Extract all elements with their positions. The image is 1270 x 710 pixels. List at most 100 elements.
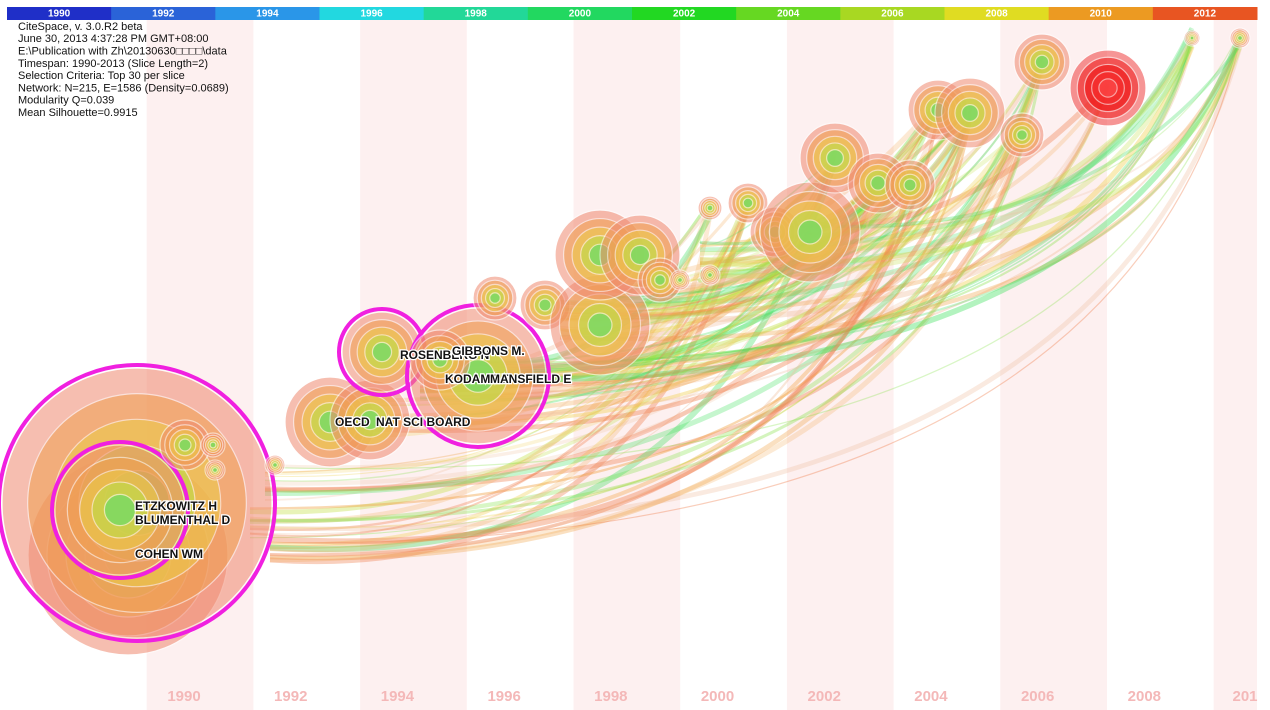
edge <box>269 209 750 546</box>
legend-segment <box>7 7 112 20</box>
time-stripe <box>1213 20 1257 710</box>
timeline-year: 1998 <box>594 688 627 705</box>
node-ring <box>676 277 683 284</box>
legend-segment <box>1048 7 1154 20</box>
node-ring <box>178 438 192 452</box>
edge <box>419 40 1241 398</box>
node-ring <box>489 292 501 304</box>
node-label: BLUMENTHAL D <box>135 513 230 527</box>
edge <box>269 116 940 557</box>
edge <box>269 184 913 545</box>
node-label: GIBBONS M. <box>452 344 525 358</box>
node-ring <box>538 298 552 312</box>
edge <box>249 55 1045 524</box>
legend-segment <box>111 7 216 20</box>
info-line: Timespan: 1990-2013 (Slice Length=2) <box>18 58 208 70</box>
node-label: ETZKOWITZ H <box>135 499 217 513</box>
edge <box>269 193 912 550</box>
edge <box>269 184 879 553</box>
legend-year: 2004 <box>777 9 800 20</box>
legend-segment <box>215 7 320 20</box>
centrality-ring <box>0 363 277 643</box>
legend-segment <box>840 7 945 20</box>
edge <box>269 41 1241 544</box>
edge <box>249 210 750 531</box>
edge <box>249 203 749 538</box>
edge <box>264 59 1045 497</box>
edge <box>699 119 971 273</box>
edge <box>249 55 1043 529</box>
node-ring <box>629 244 651 266</box>
legend-year: 1992 <box>152 9 175 20</box>
node-label: ROSENBERG N <box>400 348 489 362</box>
node-ring <box>209 441 217 449</box>
legend-segment <box>632 7 737 20</box>
info-line: E:\Publication with Zh\20130630□□□□\data <box>18 46 228 58</box>
edge <box>559 26 1195 307</box>
node-ring <box>212 467 219 474</box>
edge <box>249 240 811 535</box>
edge <box>269 138 1025 563</box>
legend-bar: 1990 1992 1994 1996 1998 2000 2002 2004 2006 2008… <box>7 7 1258 20</box>
edge <box>479 137 1025 399</box>
edge <box>799 44 1242 229</box>
node-ring <box>1098 78 1118 98</box>
legend-year: 1998 <box>465 9 488 20</box>
legend-year: 2006 <box>881 9 904 20</box>
legend-segment <box>944 7 1050 20</box>
edge <box>264 241 812 476</box>
legend-year: 1994 <box>256 9 279 20</box>
edge <box>479 34 1243 383</box>
info-line: June 30, 2013 4:37:28 PM GMT+08:00 <box>18 33 209 45</box>
edge <box>599 124 1023 317</box>
edge <box>269 53 1045 561</box>
timeline-year: 1994 <box>381 688 415 705</box>
edge <box>559 36 1242 317</box>
node-ring <box>960 103 979 122</box>
legend-segment <box>319 7 425 20</box>
edge <box>269 215 713 553</box>
node-label: KODAMA F <box>445 372 509 386</box>
legend-year: 1990 <box>48 9 71 20</box>
node-label: NAT SCI BOARD <box>376 415 471 429</box>
legend-year: 1996 <box>360 9 383 20</box>
node-ring <box>1034 54 1050 70</box>
node-ring <box>1236 34 1243 41</box>
edge <box>249 62 1044 523</box>
node-label: COHEN WM <box>135 547 203 561</box>
timeline-year: 1992 <box>274 688 307 705</box>
node-ring <box>654 274 666 286</box>
timeline-year: 2000 <box>701 688 734 705</box>
centrality-ring <box>50 440 190 580</box>
edge <box>799 31 1241 231</box>
node-ring <box>587 312 613 338</box>
node-ring <box>706 272 713 279</box>
node-ring <box>1189 35 1195 41</box>
legend-year: 2000 <box>569 9 592 20</box>
edge <box>419 62 1044 401</box>
node-ring <box>432 352 448 368</box>
node-label: MANSFIELD E <box>490 372 571 386</box>
timeline-year: 1996 <box>487 688 520 705</box>
edge <box>559 29 1243 342</box>
legend-segment <box>527 7 633 20</box>
timeline-year: 2006 <box>1021 688 1054 705</box>
node-label: OECD <box>335 415 370 429</box>
timeline-year: 2008 <box>1128 688 1161 705</box>
node-ring <box>1016 129 1028 141</box>
timeline-year: 2002 <box>808 688 841 705</box>
info-line: Mean Silhouette=0.9915 <box>18 107 138 119</box>
timeline-year: 2004 <box>914 688 948 705</box>
edge <box>249 69 1043 539</box>
timeline-year: 201 <box>1232 688 1257 705</box>
legend-year: 2012 <box>1194 9 1217 20</box>
edge <box>699 127 1024 256</box>
node-ring <box>825 149 844 168</box>
edge <box>269 205 751 565</box>
node-ring <box>903 178 917 192</box>
nodes <box>0 27 1251 656</box>
legend-segment <box>423 7 529 20</box>
edge <box>559 39 1195 324</box>
